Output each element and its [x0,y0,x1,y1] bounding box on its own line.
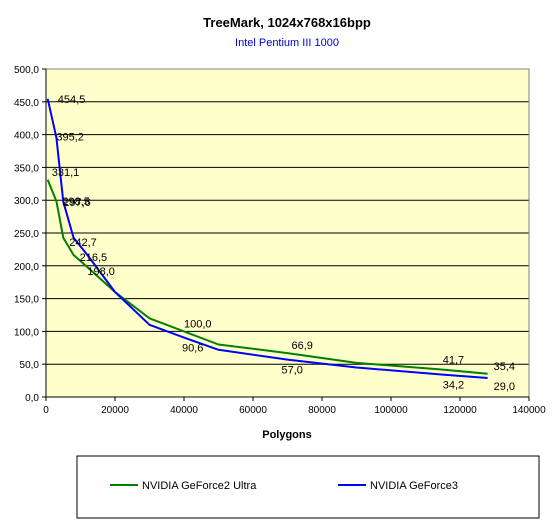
chart-title: TreeMark, 1024x768x16bpp [203,15,371,30]
data-label: 34,2 [443,380,464,392]
x-tick-label: 0 [43,405,49,416]
x-tick-label: 140000 [512,405,546,416]
data-label: 216,5 [80,252,108,264]
y-tick-label: 500,0 [14,65,39,76]
y-tick-label: 100,0 [14,327,39,338]
x-axis-label: Polygons [262,429,312,441]
data-label: 454,5 [58,94,86,106]
data-label: 29,0 [494,381,515,393]
data-label: 57,0 [282,365,303,377]
series-line-0 [46,179,488,375]
y-tick-label: 150,0 [14,295,39,306]
y-axis-ticks: 0,0 50,0 100,0 150,0 200,0 250,0 300,0 350,0 400… [14,65,46,404]
chart-subtitle: Intel Pentium III 1000 [235,37,339,49]
y-tick-label: 300,0 [14,196,39,207]
legend-box [76,455,540,519]
y-tick-label: 50,0 [20,360,40,371]
legend-entry: NVIDIA GeForce3 [370,480,458,492]
data-label: 100,0 [184,318,212,330]
data-label: 395,2 [56,132,84,144]
data-label: 35,4 [494,361,515,373]
series-lines [46,98,488,379]
y-tick-label: 400,0 [14,131,39,142]
x-tick-label: 60000 [239,405,267,416]
y-tick-label: 250,0 [14,229,39,240]
series-line-1 [46,98,488,379]
x-tick-label: 120000 [443,405,477,416]
data-labels: 331,1 298,5 242,7 216,5 198,0 100,0 66,9 41,7 35… [52,94,515,393]
x-axis-ticks: 0 20000 40000 60000 80000 100000 120000 140000 [43,397,546,416]
x-tick-label: 40000 [170,405,198,416]
x-tick-label: 80000 [308,405,336,416]
legend-entry: NVIDIA GeForce2 Ultra [142,480,257,492]
y-tick-label: 450,0 [14,98,39,109]
data-label: 41,7 [443,355,464,367]
x-tick-label: 20000 [101,405,129,416]
data-label: 90,6 [182,343,203,355]
y-tick-label: 350,0 [14,163,39,174]
legend: NVIDIA GeForce2 Ultra NVIDIA GeForce3 [110,480,458,492]
data-label: 331,1 [52,167,80,179]
data-label: 297,6 [63,197,91,209]
y-tick-label: 200,0 [14,262,39,273]
data-label: 242,7 [69,237,97,249]
data-label: 198,0 [87,266,115,278]
data-label: 298,5 [62,196,90,208]
x-tick-label: 100000 [374,405,408,416]
y-tick-label: 0,0 [25,393,39,404]
data-label: 66,9 [292,340,313,352]
